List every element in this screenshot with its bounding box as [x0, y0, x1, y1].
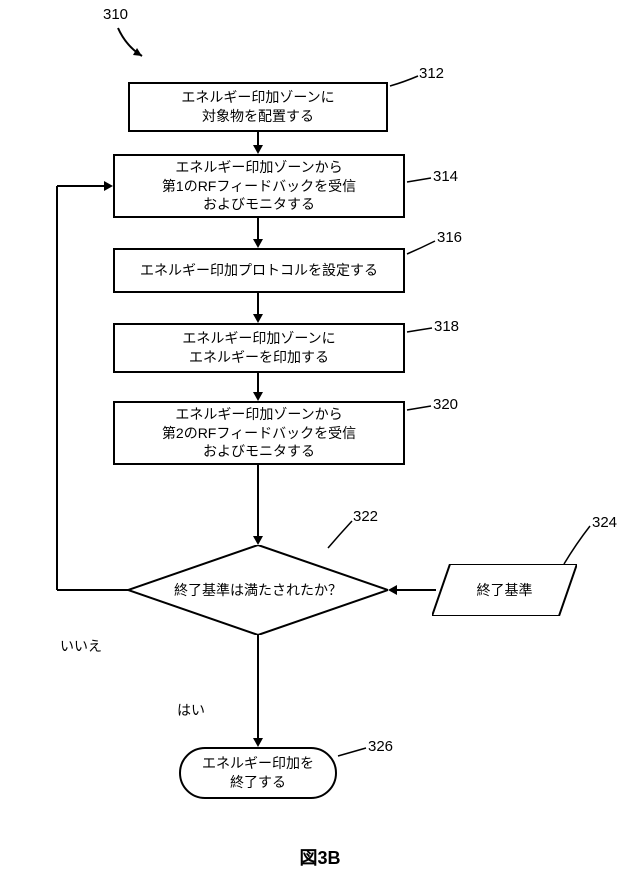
step-312-text: エネルギー印加ゾーンに 対象物を配置する — [181, 88, 334, 126]
terminator-326-end: エネルギー印加を 終了する — [179, 747, 337, 799]
ref-316: 316 — [437, 229, 462, 246]
ref-312: 312 — [419, 65, 444, 82]
step-314-text: エネルギー印加ゾーンから 第1のRFフィードバックを受信 およびモニタする — [162, 158, 356, 215]
ref-320: 320 — [433, 396, 458, 413]
step-320-text: エネルギー印加ゾーンから 第2のRFフィードバックを受信 およびモニタする — [162, 405, 356, 462]
step-320-rx-second-feedback: エネルギー印加ゾーンから 第2のRFフィードバックを受信 およびモニタする — [113, 401, 405, 465]
ref-314: 314 — [433, 168, 458, 185]
step-318-text: エネルギー印加ゾーンに エネルギーを印加する — [182, 329, 335, 367]
data-324-termination-criteria: 終了基準 — [432, 564, 577, 616]
edge-label-yes: はい — [177, 700, 205, 720]
terminator-326-text: エネルギー印加を 終了する — [202, 754, 314, 792]
step-316-text: エネルギー印加プロトコルを設定する — [140, 261, 378, 280]
step-314-rx-first-feedback: エネルギー印加ゾーンから 第1のRFフィードバックを受信 およびモニタする — [113, 154, 405, 218]
ref-318: 318 — [434, 318, 459, 335]
figure-caption: 図3B — [0, 844, 640, 870]
ref-310: 310 — [103, 6, 128, 23]
step-316-set-protocol: エネルギー印加プロトコルを設定する — [113, 248, 405, 293]
ref-326: 326 — [368, 738, 393, 755]
edge-label-no: いいえ — [60, 636, 102, 656]
step-312-place-object: エネルギー印加ゾーンに 対象物を配置する — [128, 82, 388, 132]
ref-322: 322 — [353, 508, 378, 525]
step-318-apply-energy: エネルギー印加ゾーンに エネルギーを印加する — [113, 323, 405, 373]
decision-322-termination-met: 終了基準は満たされたか？ — [128, 545, 388, 635]
ref-324: 324 — [592, 514, 617, 531]
decision-322-text: 終了基準は満たされたか？ — [174, 580, 342, 600]
data-324-text: 終了基準 — [477, 580, 533, 600]
